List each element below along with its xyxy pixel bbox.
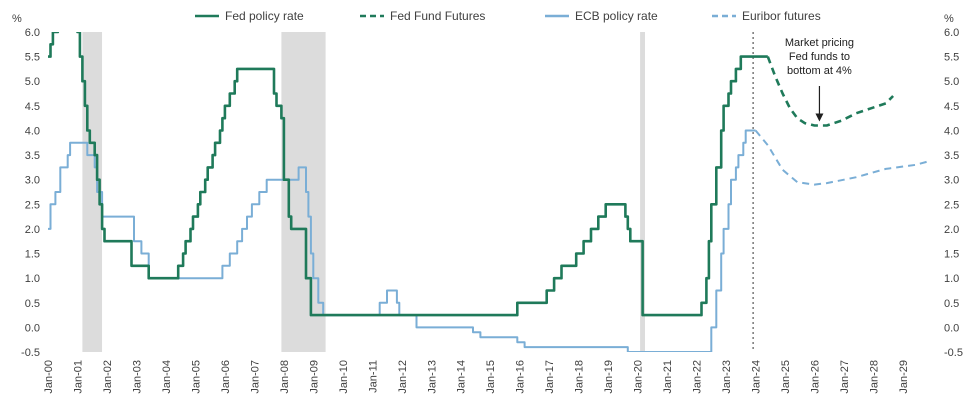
y-tick-label-right: 4.5: [944, 101, 959, 113]
x-tick-label: Jan-29: [898, 360, 910, 394]
series-line-fed-policy-rate: [48, 32, 768, 317]
y-tick-label-right: 0.0: [944, 322, 959, 334]
x-tick-label: Jan-16: [515, 360, 527, 394]
x-tick-label: Jan-12: [397, 360, 409, 394]
y-tick-label-left: 5.0: [25, 76, 40, 88]
series-line-ecb-policy-rate: [48, 129, 756, 352]
y-unit-left: %: [12, 13, 22, 25]
x-tick-label: Jan-10: [338, 360, 350, 394]
y-tick-label-left: 4.5: [25, 101, 40, 113]
recession-band-3: [640, 32, 646, 352]
x-tick-label: Jan-17: [544, 360, 556, 394]
y-tick-label-left: 3.0: [25, 175, 40, 187]
x-tick-label: Jan-03: [131, 360, 143, 394]
y-tick-label-left: 5.5: [25, 52, 40, 64]
annotation-arrow-head: [815, 113, 824, 122]
x-tick-label: Jan-28: [868, 360, 880, 394]
annotation-group: Market pricing Fed funds to bottom at 4%: [785, 37, 854, 122]
x-tick-label: Jan-11: [367, 360, 379, 393]
y-tick-label-right: 4.0: [944, 125, 959, 137]
series-line-fed-fund-futures: [766, 56, 895, 127]
y-tick-label-left: 4.0: [25, 125, 40, 137]
y-tick-label-left: 0.5: [25, 298, 40, 310]
legend: Fed policy rate Fed Fund Futures ECB polic…: [195, 9, 821, 23]
y-tick-label-left: 0.0: [25, 322, 40, 334]
y-tick-label-right: 1.0: [944, 273, 959, 285]
x-tick-label: Jan-24: [751, 360, 763, 394]
x-tick-label: Jan-20: [633, 360, 645, 394]
y-tick-label-right: 3.0: [944, 175, 959, 187]
x-tick-label: Jan-02: [102, 360, 114, 394]
annotation-text-line: Market pricing: [785, 37, 854, 49]
x-tick-label: Jan-06: [220, 360, 232, 394]
y-tick-label-right: 2.5: [944, 199, 959, 211]
x-tick-label: Jan-00: [43, 360, 55, 394]
y-tick-label-right: 2.0: [944, 224, 959, 236]
y-tick-label-left: 2.5: [25, 199, 40, 211]
y-tick-label-left: 2.0: [25, 224, 40, 236]
series-group: [48, 32, 930, 352]
y-tick-label-right: -0.5: [944, 347, 963, 359]
x-tick-label: Jan-22: [692, 360, 704, 394]
x-tick-label: Jan-05: [190, 360, 202, 394]
x-tick-label: Jan-19: [603, 360, 615, 394]
y-tick-label-right: 5.0: [944, 76, 959, 88]
series-line-euribor-futures: [754, 129, 930, 186]
x-tick-label: Jan-13: [426, 360, 438, 394]
x-tick-label: Jan-18: [574, 360, 586, 394]
x-tick-label: Jan-26: [810, 360, 822, 394]
x-tick-label: Jan-14: [456, 360, 468, 394]
y-tick-label-left: 6.0: [25, 27, 40, 39]
annotation-text-line: bottom at 4%: [787, 65, 852, 77]
y-tick-label-right: 5.5: [944, 52, 959, 64]
y-unit-right: %: [944, 13, 954, 25]
x-tick-label: Jan-23: [721, 360, 733, 394]
legend-label-fed-fund-futures: Fed Fund Futures: [390, 9, 485, 23]
x-tick-label: Jan-04: [161, 360, 173, 394]
x-tick-label: Jan-08: [279, 360, 291, 394]
annotation-text-line: Fed funds to: [789, 51, 850, 63]
y-axis-left: -0.5 0.0 0.5 1.0 1.5 2.0 2.5 3.0 3.5 4.0 4.5 5.0 5.5…: [12, 13, 40, 359]
x-tick-label: Jan-25: [780, 360, 792, 394]
y-tick-label-left: 1.0: [25, 273, 40, 285]
recession-shading-group: [82, 32, 646, 352]
legend-label-ecb-policy-rate: ECB policy rate: [575, 9, 658, 23]
y-axis-right: -0.5 0.0 0.5 1.0 1.5 2.0 2.5 3.0 3.5 4.0 4.5 5.0 5.5…: [944, 13, 963, 359]
x-tick-label: Jan-21: [662, 360, 674, 394]
x-axis: Jan-00 Jan-01 Jan-02 Jan-03 Jan-04 Jan-05 Jan-…: [43, 360, 910, 394]
y-tick-label-left: 3.5: [25, 150, 40, 162]
y-tick-label-left: 1.5: [25, 249, 40, 261]
y-tick-label-right: 6.0: [944, 27, 959, 39]
y-tick-label-left: -0.5: [21, 347, 40, 359]
legend-label-euribor-futures: Euribor futures: [742, 9, 821, 23]
legend-label-fed-policy-rate: Fed policy rate: [225, 9, 304, 23]
x-tick-label: Jan-15: [485, 360, 497, 394]
x-tick-label: Jan-09: [308, 360, 320, 394]
x-tick-label: Jan-07: [249, 360, 261, 394]
y-tick-label-right: 1.5: [944, 249, 959, 261]
y-tick-label-right: 3.5: [944, 150, 959, 162]
x-tick-label: Jan-27: [839, 360, 851, 394]
y-tick-label-right: 0.5: [944, 298, 959, 310]
x-tick-label: Jan-01: [72, 360, 84, 394]
